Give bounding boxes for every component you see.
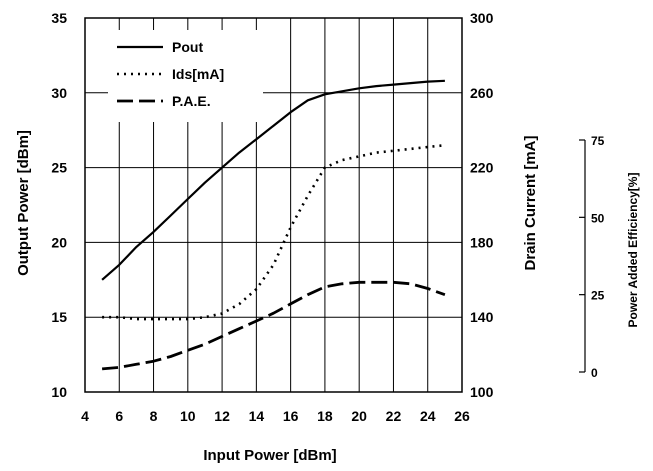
x-tick-label: 24 [420,408,436,424]
y-tick-label: 25 [51,160,67,176]
y-tick-label: 15 [51,309,67,325]
y2-tick-label: 100 [470,384,494,400]
series-line-p-a-e [101,280,446,371]
x-tick-label: 16 [283,408,299,424]
y3-tick-label: 0 [591,366,598,380]
y2-tick-label: 300 [470,10,494,26]
series-line-pout [101,79,445,281]
x-tick-label: 6 [115,408,123,424]
series-layer [101,79,446,371]
y3-tick-label: 75 [591,134,605,148]
x-tick-label: 20 [351,408,367,424]
legend-background [108,30,263,122]
legend-label: Ids[mA] [172,66,224,82]
tick-labels: 4 6 8 10 12 14 16 18 20 22 24 26 10 15 20 25 30 35 100 140 1… [51,10,604,424]
x-tick-label: 26 [454,408,470,424]
x-tick-label: 10 [180,408,196,424]
grid-lines [85,18,462,392]
x-tick-label: 8 [150,408,158,424]
x-tick-label: 22 [386,408,402,424]
x-axis-title: Input Power [dBm] [203,447,336,464]
y3-tick-label: 50 [591,211,605,225]
plot-border [84,17,463,393]
y-tick-label: 30 [51,85,67,101]
y2-tick-label: 140 [470,309,494,325]
legend-label: P.A.E. [172,93,211,109]
series-line-ids-ma [102,143,446,321]
plot-frame [84,17,586,393]
x-tick-label: 14 [249,408,265,424]
y-axis-title: Output Power [dBm] [15,130,32,276]
y-tick-label: 10 [51,384,67,400]
y-tick-label: 35 [51,10,67,26]
x-tick-label: 12 [214,408,230,424]
y2-tick-label: 180 [470,234,494,250]
x-tick-label: 18 [317,408,333,424]
y-tick-label: 20 [51,234,67,250]
y3-axis-title: Power Added Efficiency[%] [626,173,640,328]
y2-axis-title: Drain Current [mA] [522,135,539,270]
y3-tick-label: 25 [591,289,605,303]
legend: Pout Ids[mA] P.A.E. [108,30,263,122]
y2-tick-label: 220 [470,160,494,176]
legend-label: Pout [172,39,203,55]
y2-tick-label: 260 [470,85,494,101]
x-tick-label: 4 [81,408,89,424]
